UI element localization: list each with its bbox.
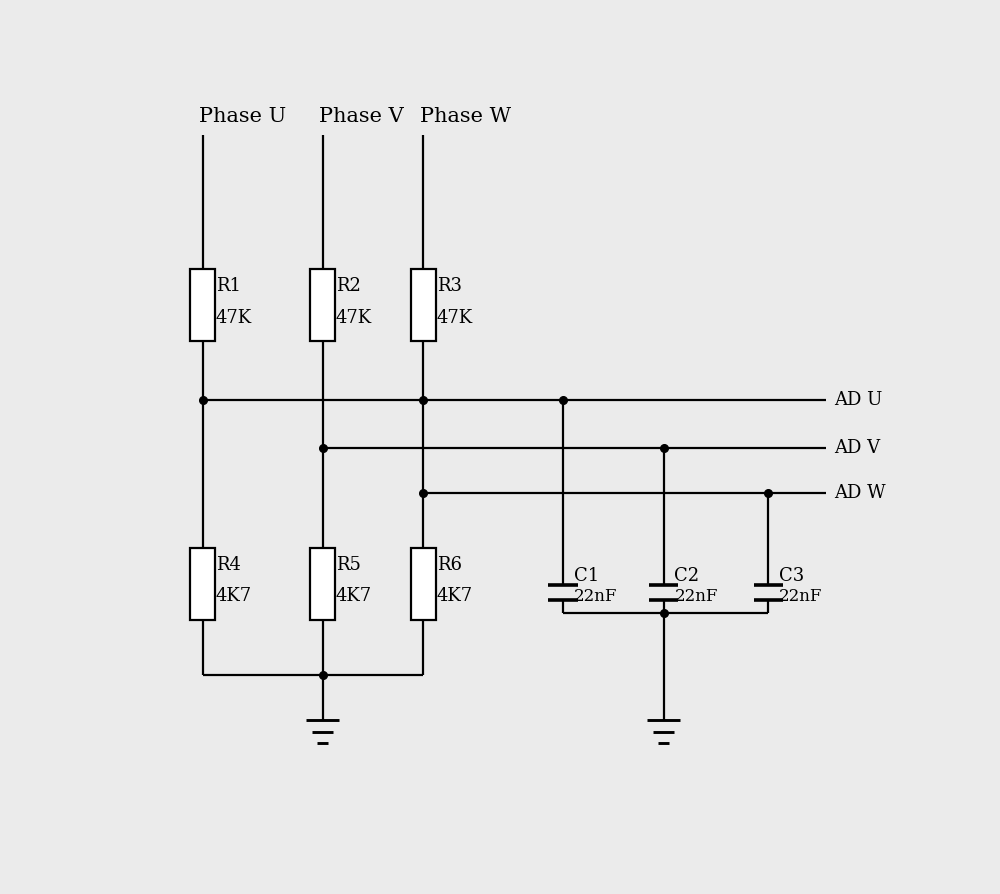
Text: 22nF: 22nF bbox=[674, 588, 718, 605]
Text: 47K: 47K bbox=[336, 308, 372, 326]
Text: R5: R5 bbox=[336, 556, 361, 574]
Text: C1: C1 bbox=[574, 567, 599, 585]
Text: AD V: AD V bbox=[834, 439, 880, 457]
Text: 47K: 47K bbox=[437, 308, 473, 326]
Text: 47K: 47K bbox=[216, 308, 252, 326]
Text: 4K7: 4K7 bbox=[216, 587, 252, 605]
Text: Phase V: Phase V bbox=[319, 107, 404, 126]
Text: 22nF: 22nF bbox=[779, 588, 823, 605]
Text: R3: R3 bbox=[437, 277, 462, 295]
Text: R1: R1 bbox=[216, 277, 241, 295]
Bar bbox=[411, 269, 436, 342]
Text: 4K7: 4K7 bbox=[336, 587, 372, 605]
Bar bbox=[310, 269, 335, 342]
Text: 22nF: 22nF bbox=[574, 588, 617, 605]
Bar bbox=[310, 548, 335, 620]
Text: R6: R6 bbox=[437, 556, 462, 574]
Bar bbox=[190, 269, 215, 342]
Text: C2: C2 bbox=[674, 567, 700, 585]
Text: Phase W: Phase W bbox=[420, 107, 511, 126]
Text: AD W: AD W bbox=[834, 484, 886, 502]
Text: AD U: AD U bbox=[834, 391, 883, 409]
Text: Phase U: Phase U bbox=[199, 107, 286, 126]
Text: 4K7: 4K7 bbox=[437, 587, 473, 605]
Text: R2: R2 bbox=[336, 277, 361, 295]
Bar bbox=[190, 548, 215, 620]
Text: C3: C3 bbox=[779, 567, 804, 585]
Bar bbox=[411, 548, 436, 620]
Text: R4: R4 bbox=[216, 556, 241, 574]
